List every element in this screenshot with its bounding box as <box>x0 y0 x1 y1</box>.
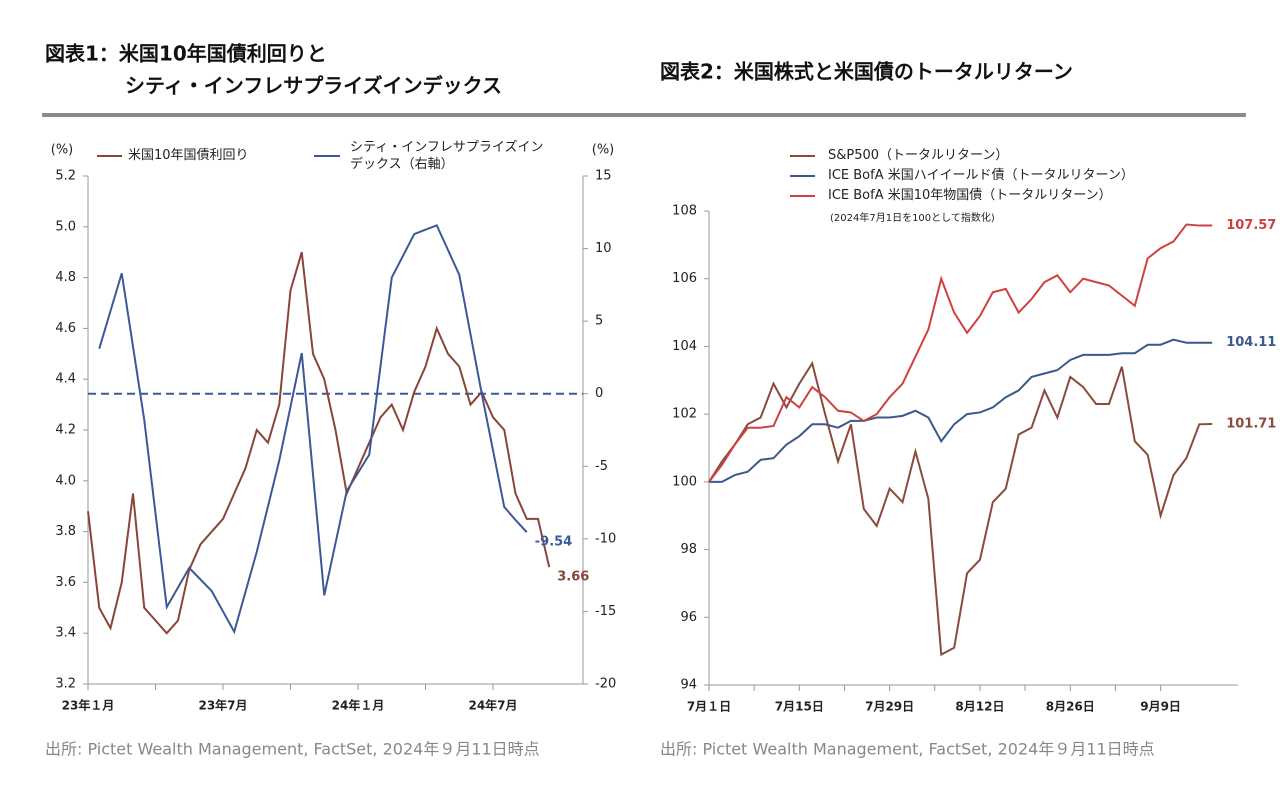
source: 出所: Pictet Wealth Management, FactSet, 2… <box>660 740 1155 759</box>
y-tick-label: 4.2 <box>55 423 76 438</box>
x-tick-label: 23年7月 <box>198 698 247 713</box>
y-tick-label: 104 <box>672 339 697 354</box>
x-tick-label: 7月１日 <box>687 700 731 714</box>
series-line <box>709 338 1213 483</box>
series-line <box>87 251 551 635</box>
y-tick-label: 108 <box>672 204 697 219</box>
chart-title: シティ・インフレサプライズインデックス <box>125 74 502 98</box>
x-tick-label: 7月29日 <box>865 700 914 714</box>
y2-tick-label: 15 <box>595 169 612 184</box>
legend-label: シティ・インフレサプライズインデックス（右軸） <box>350 140 544 172</box>
y-tick-label: 102 <box>672 407 697 422</box>
source: 出所: Pictet Wealth Management, FactSet, 2… <box>45 740 540 759</box>
x-tick-label: 7月15日 <box>775 700 824 714</box>
y-tick-label: 5.0 <box>55 219 76 234</box>
y-tick-label: 98 <box>680 542 697 557</box>
y2-tick-label: -15 <box>595 604 616 619</box>
y2-tick-label: -10 <box>595 531 616 546</box>
legend-label: ICE BofA 米国10年物国債（トータルリターン） <box>828 188 1112 203</box>
end-label: 3.66 <box>557 570 589 585</box>
end-label: 104.11 <box>1226 335 1276 350</box>
x-tick-label: 8月26日 <box>1046 700 1095 714</box>
legend-label: S&P500（トータルリターン） <box>828 148 1009 163</box>
series-line <box>708 223 1213 483</box>
y2-tick-label: -5 <box>595 459 608 474</box>
end-label: 101.71 <box>1226 416 1276 431</box>
y-axis-label: (%) <box>51 143 74 158</box>
y2-tick-label: 10 <box>595 241 612 256</box>
y-tick-label: 100 <box>672 474 697 489</box>
x-tick-label: 9月9日 <box>1140 700 1181 714</box>
y-tick-label: 3.4 <box>55 626 76 641</box>
series-line <box>708 360 1213 657</box>
y2-tick-label: 0 <box>595 386 603 401</box>
y-tick-label: 96 <box>680 610 697 625</box>
x-tick-label: 24年7月 <box>468 698 517 713</box>
x-tick-label: 23年１月 <box>62 698 115 713</box>
y-tick-label: 106 <box>672 271 697 286</box>
y-tick-label: 3.6 <box>55 575 76 590</box>
x-tick-label: 8月12日 <box>955 700 1004 714</box>
note: (2024年7月1日を100として指数化) <box>830 211 995 224</box>
y2-axis-label: (%) <box>592 143 615 158</box>
series-line <box>98 224 528 635</box>
y2-tick-label: -20 <box>595 677 616 692</box>
legend-label: 米国10年国債利回り <box>128 148 249 163</box>
y-tick-label: 3.8 <box>55 524 76 539</box>
y-tick-label: 4.0 <box>55 473 76 488</box>
y-tick-label: 94 <box>680 678 697 693</box>
end-label: 107.57 <box>1226 218 1276 233</box>
y-tick-label: 3.2 <box>55 677 76 692</box>
y-tick-label: 5.2 <box>55 169 76 184</box>
legend-label: ICE BofA 米国ハイイールド債（トータルリターン） <box>828 168 1134 183</box>
y-tick-label: 4.8 <box>55 270 76 285</box>
y-tick-label: 4.6 <box>55 321 76 336</box>
end-label: -9.54 <box>535 535 572 550</box>
x-tick-label: 24年１月 <box>332 698 385 713</box>
y2-tick-label: 5 <box>595 314 603 329</box>
chart-title: 図表2：米国株式と米国債のトータルリターン <box>660 60 1073 84</box>
y-tick-label: 4.4 <box>55 372 76 387</box>
chart-title: 図表1：米国10年国債利回りと <box>45 42 327 66</box>
